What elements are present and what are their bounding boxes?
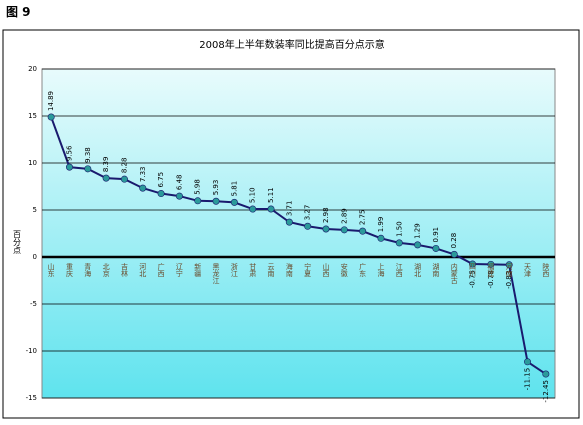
point bbox=[120, 175, 128, 183]
y-tick-label: 5 bbox=[33, 206, 37, 214]
value-label: 1.99 bbox=[377, 217, 385, 233]
point bbox=[139, 184, 147, 192]
point bbox=[487, 260, 495, 268]
point bbox=[47, 113, 55, 121]
point bbox=[102, 174, 110, 182]
category-label: 宁夏 bbox=[304, 262, 312, 277]
value-label: 7.33 bbox=[139, 167, 147, 183]
value-label: 2.89 bbox=[340, 208, 348, 224]
category-label: 广东 bbox=[359, 262, 367, 277]
value-label: 2.75 bbox=[359, 210, 367, 226]
point bbox=[157, 190, 165, 198]
category-label: 四川 bbox=[469, 263, 477, 277]
value-label: 3.71 bbox=[285, 201, 293, 217]
category-label: 吉林 bbox=[120, 263, 128, 278]
value-label: 14.89 bbox=[47, 91, 55, 111]
point bbox=[322, 225, 330, 233]
value-label: -0.83 bbox=[505, 271, 513, 289]
category-label: 湖北 bbox=[414, 262, 422, 278]
value-label: 6.48 bbox=[175, 174, 183, 190]
data-line bbox=[50, 116, 547, 375]
value-label: -0.78 bbox=[487, 270, 495, 288]
point bbox=[194, 197, 202, 205]
value-label: 8.39 bbox=[102, 157, 110, 173]
value-label: 6.75 bbox=[157, 172, 165, 188]
value-label: 9.38 bbox=[84, 147, 92, 163]
point bbox=[395, 239, 403, 247]
point bbox=[84, 165, 92, 173]
category-label: 河南 bbox=[505, 263, 513, 277]
value-label: 2.98 bbox=[322, 207, 330, 223]
y-tick-label: 0 bbox=[33, 253, 37, 261]
point bbox=[230, 198, 238, 206]
point bbox=[505, 261, 513, 269]
point bbox=[432, 244, 440, 252]
category-label: 辽宁 bbox=[175, 263, 183, 277]
y-tick-label: -5 bbox=[30, 300, 37, 308]
y-tick-label: -15 bbox=[26, 394, 37, 402]
point bbox=[65, 163, 73, 171]
point bbox=[340, 226, 348, 234]
y-tick-label: -10 bbox=[26, 347, 37, 355]
category-label: 山东 bbox=[47, 262, 55, 277]
value-label: -11.15 bbox=[524, 368, 532, 391]
category-label: 上海 bbox=[377, 262, 385, 278]
category-label: 湖南 bbox=[432, 262, 440, 277]
category-label: 重庆 bbox=[65, 263, 73, 278]
category-label: 安徽 bbox=[340, 262, 348, 278]
category-label: 北京 bbox=[102, 263, 110, 278]
point bbox=[285, 218, 293, 226]
point bbox=[469, 260, 477, 268]
value-label: 1.50 bbox=[395, 221, 403, 237]
point bbox=[175, 192, 183, 200]
category-label: 河北 bbox=[139, 263, 147, 278]
value-label: 5.11 bbox=[267, 187, 275, 203]
value-label: 5.10 bbox=[249, 187, 257, 203]
value-label: 0.91 bbox=[432, 227, 440, 243]
value-label: 8.28 bbox=[120, 158, 128, 174]
category-label: 山西 bbox=[322, 262, 330, 278]
point bbox=[249, 205, 257, 213]
point bbox=[304, 222, 312, 230]
value-label: 1.29 bbox=[414, 223, 422, 239]
value-label: -12.45 bbox=[542, 380, 550, 403]
category-label: 内蒙古 bbox=[450, 262, 458, 285]
heading: 图 9 bbox=[6, 5, 31, 19]
value-label: 0.28 bbox=[450, 233, 458, 249]
category-label: 广西 bbox=[157, 262, 165, 278]
chart-title: 2008年上半年数装率同比提高百分点示意 bbox=[199, 38, 384, 51]
category-label: 云南 bbox=[267, 263, 275, 277]
point bbox=[267, 205, 275, 213]
point bbox=[414, 241, 422, 249]
value-label: 5.98 bbox=[194, 179, 202, 195]
plot-area bbox=[41, 68, 556, 399]
value-label: 3.27 bbox=[304, 205, 312, 221]
point bbox=[542, 370, 550, 378]
value-label: 9.56 bbox=[65, 145, 73, 161]
value-label: 5.93 bbox=[212, 180, 220, 196]
category-label: 黑龙江 bbox=[212, 263, 220, 285]
category-label: 浙江 bbox=[230, 262, 238, 278]
category-label: 江西 bbox=[395, 263, 403, 278]
category-label: 新疆 bbox=[194, 262, 202, 278]
point bbox=[359, 227, 367, 235]
point bbox=[450, 250, 458, 258]
value-label: -0.75 bbox=[469, 270, 477, 288]
y-tick-label: 10 bbox=[28, 159, 37, 167]
category-label: 陕西 bbox=[542, 262, 550, 278]
point bbox=[524, 358, 532, 366]
y-tick-label: 20 bbox=[28, 65, 37, 73]
category-label: 海南 bbox=[285, 262, 293, 277]
category-label: 福建 bbox=[487, 262, 495, 278]
y-axis-label: 百分点 bbox=[13, 230, 22, 255]
point bbox=[377, 234, 385, 242]
y-tick-label: 15 bbox=[28, 112, 37, 120]
category-label: 青海 bbox=[84, 262, 92, 278]
category-label: 天津 bbox=[524, 263, 532, 278]
category-label: 甘肃 bbox=[249, 262, 257, 278]
value-label: 5.81 bbox=[230, 181, 238, 197]
point bbox=[212, 197, 220, 205]
